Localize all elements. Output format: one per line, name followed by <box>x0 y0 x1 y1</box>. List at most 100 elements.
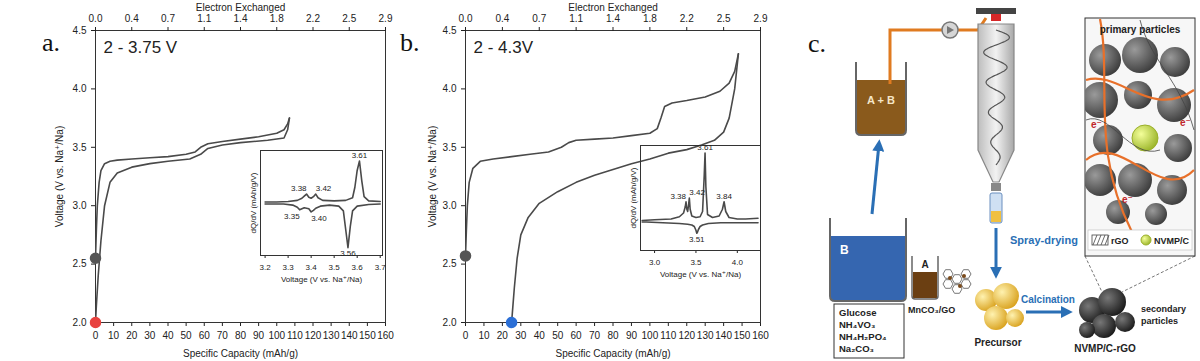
svg-text:40: 40 <box>534 330 546 341</box>
svg-text:20: 20 <box>126 330 138 341</box>
svg-text:3.5: 3.5 <box>443 142 457 153</box>
svg-text:40: 40 <box>162 330 174 341</box>
svg-text:10: 10 <box>108 330 120 341</box>
svg-text:4.5: 4.5 <box>443 25 457 36</box>
svg-text:NH₄VO₃: NH₄VO₃ <box>839 319 875 330</box>
svg-text:3.5: 3.5 <box>329 263 341 272</box>
svg-text:50: 50 <box>552 330 564 341</box>
svg-text:Voltage (V vs. Na⁺/Na): Voltage (V vs. Na⁺/Na) <box>54 126 65 227</box>
svg-text:3.84: 3.84 <box>716 192 732 201</box>
svg-text:110: 110 <box>287 330 303 341</box>
svg-text:Electron Exchanged: Electron Exchanged <box>196 2 286 13</box>
svg-text:Glucose: Glucose <box>839 307 877 318</box>
svg-text:e⁻: e⁻ <box>1180 117 1191 128</box>
svg-text:2.5: 2.5 <box>342 13 356 24</box>
svg-text:2.0: 2.0 <box>443 317 457 328</box>
svg-text:4.0: 4.0 <box>443 83 457 94</box>
svg-text:3.0: 3.0 <box>73 200 87 211</box>
svg-text:2.9: 2.9 <box>754 13 768 24</box>
svg-text:3.38: 3.38 <box>291 184 307 193</box>
svg-text:100: 100 <box>268 330 285 341</box>
svg-text:dQ/dV (mAh/g/V): dQ/dV (mAh/g/V) <box>249 172 258 233</box>
svg-text:0.4: 0.4 <box>125 13 139 24</box>
svg-text:0.7: 0.7 <box>532 13 546 24</box>
svg-text:110: 110 <box>660 330 676 341</box>
svg-text:80: 80 <box>235 330 247 341</box>
svg-text:2.2: 2.2 <box>680 13 694 24</box>
svg-text:3.51: 3.51 <box>689 235 705 244</box>
svg-text:3.5: 3.5 <box>73 142 87 153</box>
svg-text:Calcination: Calcination <box>1021 294 1075 305</box>
svg-text:Spray-drying: Spray-drying <box>1010 234 1078 246</box>
svg-text:3.40: 3.40 <box>311 214 327 223</box>
svg-text:80: 80 <box>607 330 619 341</box>
svg-text:2.5: 2.5 <box>717 13 731 24</box>
svg-text:MnCO₃/GO: MnCO₃/GO <box>908 305 955 315</box>
svg-text:160: 160 <box>752 330 769 341</box>
svg-text:3.38: 3.38 <box>670 192 686 201</box>
svg-text:4.0: 4.0 <box>732 258 744 267</box>
svg-text:160: 160 <box>377 330 394 341</box>
svg-text:3.2: 3.2 <box>260 263 272 272</box>
svg-text:70: 70 <box>217 330 229 341</box>
svg-text:70: 70 <box>589 330 601 341</box>
svg-text:1.4: 1.4 <box>606 13 620 24</box>
svg-text:140: 140 <box>341 330 358 341</box>
svg-text:50: 50 <box>181 330 193 341</box>
svg-text:Specific Capacity (mAh/g): Specific Capacity (mAh/g) <box>183 348 298 359</box>
svg-text:0.0: 0.0 <box>89 13 103 24</box>
svg-text:A + B: A + B <box>867 94 895 106</box>
svg-text:Specific Capacity (mAh/g): Specific Capacity (mAh/g) <box>555 348 670 359</box>
svg-text:0.7: 0.7 <box>161 13 175 24</box>
svg-text:2 - 3.75 V: 2 - 3.75 V <box>104 38 178 57</box>
svg-text:2.2: 2.2 <box>306 13 320 24</box>
svg-text:rGO: rGO <box>1111 236 1129 246</box>
svg-text:2.0: 2.0 <box>73 317 87 328</box>
svg-text:130: 130 <box>697 330 714 341</box>
svg-text:primary particles: primary particles <box>1100 24 1181 35</box>
svg-text:100: 100 <box>642 330 659 341</box>
svg-text:3.7: 3.7 <box>375 263 387 272</box>
svg-text:3.6: 3.6 <box>352 263 364 272</box>
svg-text:B: B <box>840 243 849 257</box>
svg-text:3.61: 3.61 <box>352 151 368 160</box>
svg-text:130: 130 <box>323 330 340 341</box>
svg-text:2.5: 2.5 <box>443 258 457 269</box>
svg-text:2.5: 2.5 <box>73 258 87 269</box>
svg-text:0: 0 <box>463 330 469 341</box>
svg-text:Electron Exchanged: Electron Exchanged <box>568 2 658 13</box>
svg-text:0.4: 0.4 <box>495 13 509 24</box>
svg-text:120: 120 <box>305 330 322 341</box>
svg-text:3.56: 3.56 <box>340 249 356 258</box>
svg-text:NH₄H₂PO₄: NH₄H₂PO₄ <box>839 331 887 342</box>
svg-text:150: 150 <box>734 330 751 341</box>
svg-text:0.0: 0.0 <box>459 13 473 24</box>
svg-text:3.4: 3.4 <box>306 263 318 272</box>
svg-text:30: 30 <box>515 330 527 341</box>
svg-text:0: 0 <box>93 330 99 341</box>
svg-text:1.1: 1.1 <box>569 13 583 24</box>
svg-text:NVMP/C: NVMP/C <box>1154 236 1190 246</box>
svg-text:3.3: 3.3 <box>283 263 295 272</box>
svg-text:3.61: 3.61 <box>697 143 713 152</box>
svg-text:150: 150 <box>359 330 376 341</box>
svg-text:e⁻: e⁻ <box>1091 119 1102 130</box>
svg-text:4.0: 4.0 <box>73 83 87 94</box>
svg-text:Voltage (V vs. Na⁺/Na): Voltage (V vs. Na⁺/Na) <box>427 126 438 227</box>
svg-text:Voltage (V vs. Na⁺/Na): Voltage (V vs. Na⁺/Na) <box>660 270 741 279</box>
svg-text:2 - 4.3V: 2 - 4.3V <box>474 38 534 57</box>
svg-text:3.0: 3.0 <box>443 200 457 211</box>
svg-text:120: 120 <box>678 330 695 341</box>
svg-text:3.42: 3.42 <box>689 188 705 197</box>
svg-text:4.5: 4.5 <box>73 25 87 36</box>
svg-text:secondaryparticles: secondaryparticles <box>1141 304 1186 326</box>
svg-text:60: 60 <box>199 330 211 341</box>
svg-text:Voltage (V vs. Na⁺/Na): Voltage (V vs. Na⁺/Na) <box>281 275 362 284</box>
svg-text:e⁻: e⁻ <box>1122 194 1133 205</box>
svg-text:3.5: 3.5 <box>690 258 702 267</box>
svg-text:2.9: 2.9 <box>379 13 393 24</box>
svg-text:3.0: 3.0 <box>649 258 661 267</box>
svg-text:A: A <box>921 259 928 270</box>
svg-text:20: 20 <box>497 330 509 341</box>
svg-text:1.8: 1.8 <box>643 13 657 24</box>
